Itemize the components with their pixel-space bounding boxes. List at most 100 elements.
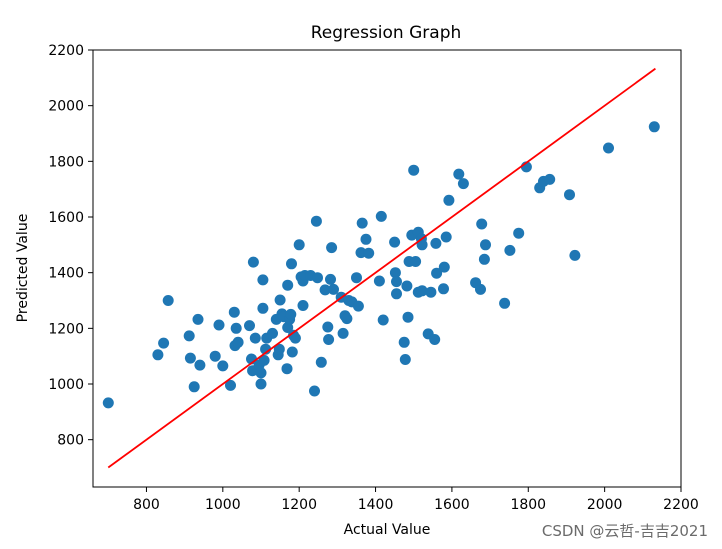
x-axis-ticks: 800 1000 1200 1400 1600 1800 2000 2200 xyxy=(133,487,699,513)
scatter-point xyxy=(217,360,229,372)
scatter-point xyxy=(478,253,490,265)
y-tick-label: 2200 xyxy=(48,43,84,59)
y-tick-label: 1800 xyxy=(48,154,84,170)
regression-line-layer xyxy=(107,67,656,469)
scatter-point xyxy=(377,314,389,326)
scatter-point xyxy=(328,283,339,295)
y-axis-ticks: 800 1000 1200 1400 1600 1800 2000 2200 xyxy=(48,43,93,449)
scatter-point xyxy=(257,274,269,286)
scatter-point xyxy=(352,300,364,312)
scatter-point xyxy=(513,227,525,239)
scatter-point xyxy=(402,311,414,323)
x-tick-label: 2000 xyxy=(587,497,623,513)
scatter-point xyxy=(430,237,442,249)
scatter-point xyxy=(323,334,335,345)
scatter-point xyxy=(102,397,114,409)
scatter-points xyxy=(102,121,660,409)
scatter-point xyxy=(260,343,272,355)
scatter-point xyxy=(416,239,428,251)
scatter-point xyxy=(158,337,170,349)
scatter-point xyxy=(267,327,278,339)
scatter-point xyxy=(399,354,411,365)
scatter-point xyxy=(391,276,402,288)
scatter-point xyxy=(408,164,420,176)
scatter-point xyxy=(249,332,261,344)
scatter-point xyxy=(603,142,614,154)
x-tick-label: 800 xyxy=(133,497,160,513)
scatter-point xyxy=(391,288,402,300)
scatter-point xyxy=(273,343,285,355)
scatter-point xyxy=(225,379,236,391)
scatter-point xyxy=(356,217,368,229)
scatter-point xyxy=(312,272,323,284)
scatter-point xyxy=(257,302,269,314)
scatter-point xyxy=(398,336,410,348)
x-tick-label: 1800 xyxy=(510,497,546,513)
scatter-point xyxy=(213,319,225,331)
scatter-point xyxy=(162,295,174,306)
scatter-point xyxy=(315,356,327,368)
scatter-point xyxy=(480,239,491,251)
y-tick-label: 1000 xyxy=(48,377,84,393)
scatter-point xyxy=(453,168,465,180)
scatter-point xyxy=(282,279,294,291)
x-tick-label: 1600 xyxy=(434,497,470,513)
scatter-point xyxy=(341,313,353,325)
scatter-point xyxy=(401,280,413,292)
scatter-point xyxy=(440,231,452,243)
chart-title: Regression Graph xyxy=(311,23,462,43)
scatter-point xyxy=(192,313,204,325)
scatter-point xyxy=(247,256,259,268)
scatter-point xyxy=(326,242,338,254)
scatter-point xyxy=(209,350,221,362)
scatter-point xyxy=(293,239,305,251)
y-tick-label: 1400 xyxy=(48,266,84,282)
scatter-point xyxy=(499,297,511,309)
scatter-point xyxy=(297,300,309,311)
scatter-point xyxy=(648,121,660,133)
x-tick-label: 1200 xyxy=(281,497,317,513)
scatter-point xyxy=(183,330,195,342)
scatter-point xyxy=(230,322,242,334)
scatter-point xyxy=(360,233,372,245)
x-tick-label: 1000 xyxy=(205,497,241,513)
x-tick-label: 2200 xyxy=(663,497,699,513)
scatter-point xyxy=(475,283,486,295)
scatter-point xyxy=(244,320,255,332)
scatter-point xyxy=(286,258,297,270)
scatter-point xyxy=(322,321,334,333)
scatter-point xyxy=(569,249,581,261)
scatter-point xyxy=(443,194,455,206)
x-tick-label: 1400 xyxy=(358,497,394,513)
scatter-point xyxy=(319,284,331,296)
scatter-point xyxy=(232,336,244,348)
scatter-point xyxy=(152,349,164,361)
scatter-point xyxy=(309,385,320,397)
scatter-point xyxy=(375,210,387,222)
scatter-point xyxy=(228,306,240,318)
y-axis-label: Predicted Value xyxy=(15,214,31,323)
scatter-point xyxy=(504,244,516,256)
scatter-point xyxy=(351,272,362,284)
scatter-point xyxy=(389,236,401,248)
scatter-point xyxy=(286,346,298,358)
scatter-point xyxy=(325,273,336,285)
scatter-point xyxy=(431,267,443,279)
watermark: CSDN @云哲-吉吉2021 xyxy=(541,522,708,540)
scatter-point xyxy=(416,285,428,297)
scatter-point xyxy=(274,294,286,306)
scatter-point xyxy=(410,256,422,267)
x-axis-label: Actual Value xyxy=(344,522,431,538)
scatter-point xyxy=(438,261,450,273)
scatter-point xyxy=(564,189,575,201)
scatter-point xyxy=(429,334,441,345)
scatter-point xyxy=(476,218,488,230)
scatter-point xyxy=(258,354,270,366)
scatter-point xyxy=(188,381,200,393)
scatter-point xyxy=(389,267,401,279)
scatter-point xyxy=(310,215,322,227)
scatter-point xyxy=(285,308,297,320)
scatter-point xyxy=(544,173,556,185)
plot-frame xyxy=(92,49,682,488)
